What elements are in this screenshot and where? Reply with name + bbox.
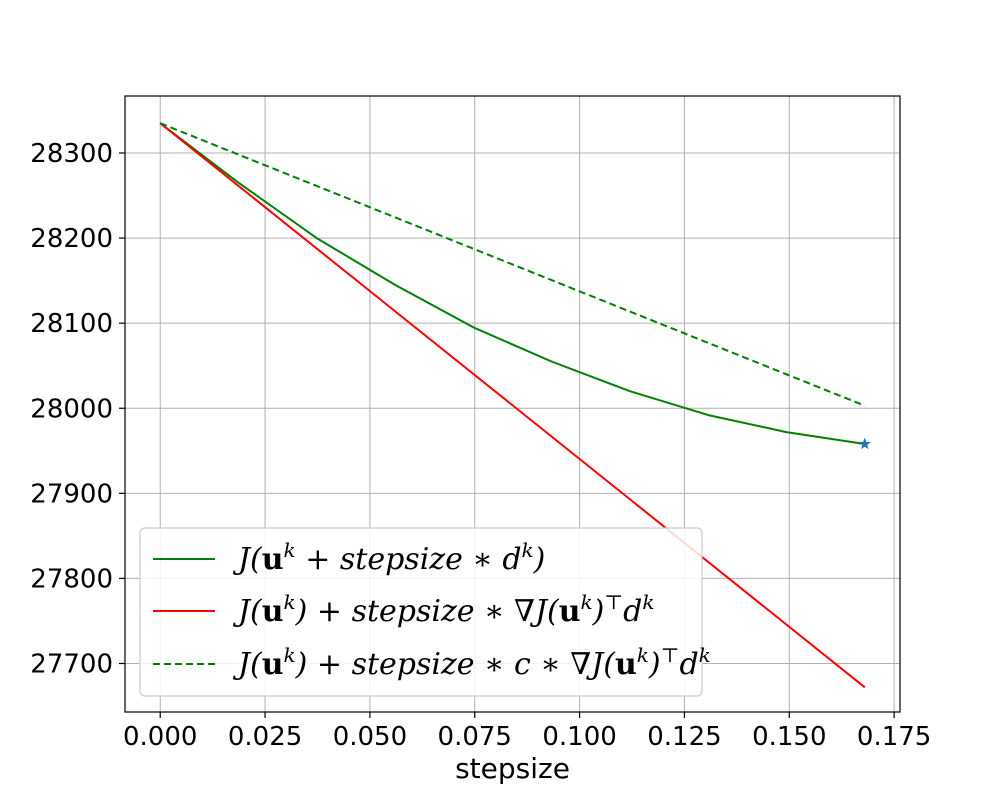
series-line-1 (159, 122, 865, 445)
x-tick-label: 0.025 (228, 722, 302, 752)
y-tick-label: 27900 (30, 479, 113, 509)
x-tick-label: 0.100 (542, 722, 616, 752)
x-tick-label: 0.050 (333, 722, 407, 752)
y-tick-label: 28000 (30, 394, 113, 424)
ticks: 0.000 0.025 0.050 0.075 0.100 0.125 0.150 0.175… (30, 139, 931, 752)
star-marker (858, 437, 871, 450)
markers (858, 437, 871, 450)
y-tick-label: 27800 (30, 564, 113, 594)
y-tick-label: 28300 (30, 139, 113, 169)
legend-entry-series-1: J(uk + stepsize ∗ dk) (232, 538, 545, 577)
plot-frame (124, 95, 901, 713)
y-tick-label: 27700 (30, 650, 113, 680)
grid (125, 96, 900, 712)
x-tick-label: 0.175 (857, 722, 931, 752)
x-tick-label: 0.150 (752, 722, 826, 752)
legend-entry-series-2: J(uk) + stepsize ∗ ∇J(uk)⊤dk (232, 590, 655, 629)
series-line-2 (159, 122, 866, 689)
series-lines (159, 122, 866, 689)
y-tick-label: 28100 (30, 309, 113, 339)
x-tick-label: 0.075 (438, 722, 512, 752)
x-tick-label: 0.125 (647, 722, 721, 752)
x-tick-label: 0.000 (123, 722, 197, 752)
legend: J(uk + stepsize ∗ dk) J(uk) + stepsize ∗… (139, 527, 711, 697)
legend-entry-series-3: J(uk) + stepsize ∗ c ∗ ∇J(uk)⊤dk (232, 643, 711, 682)
x-axis-label: stepsize (455, 752, 570, 785)
y-tick-label: 28200 (30, 224, 113, 254)
legend-box (139, 527, 703, 697)
series-line-3 (159, 122, 866, 407)
